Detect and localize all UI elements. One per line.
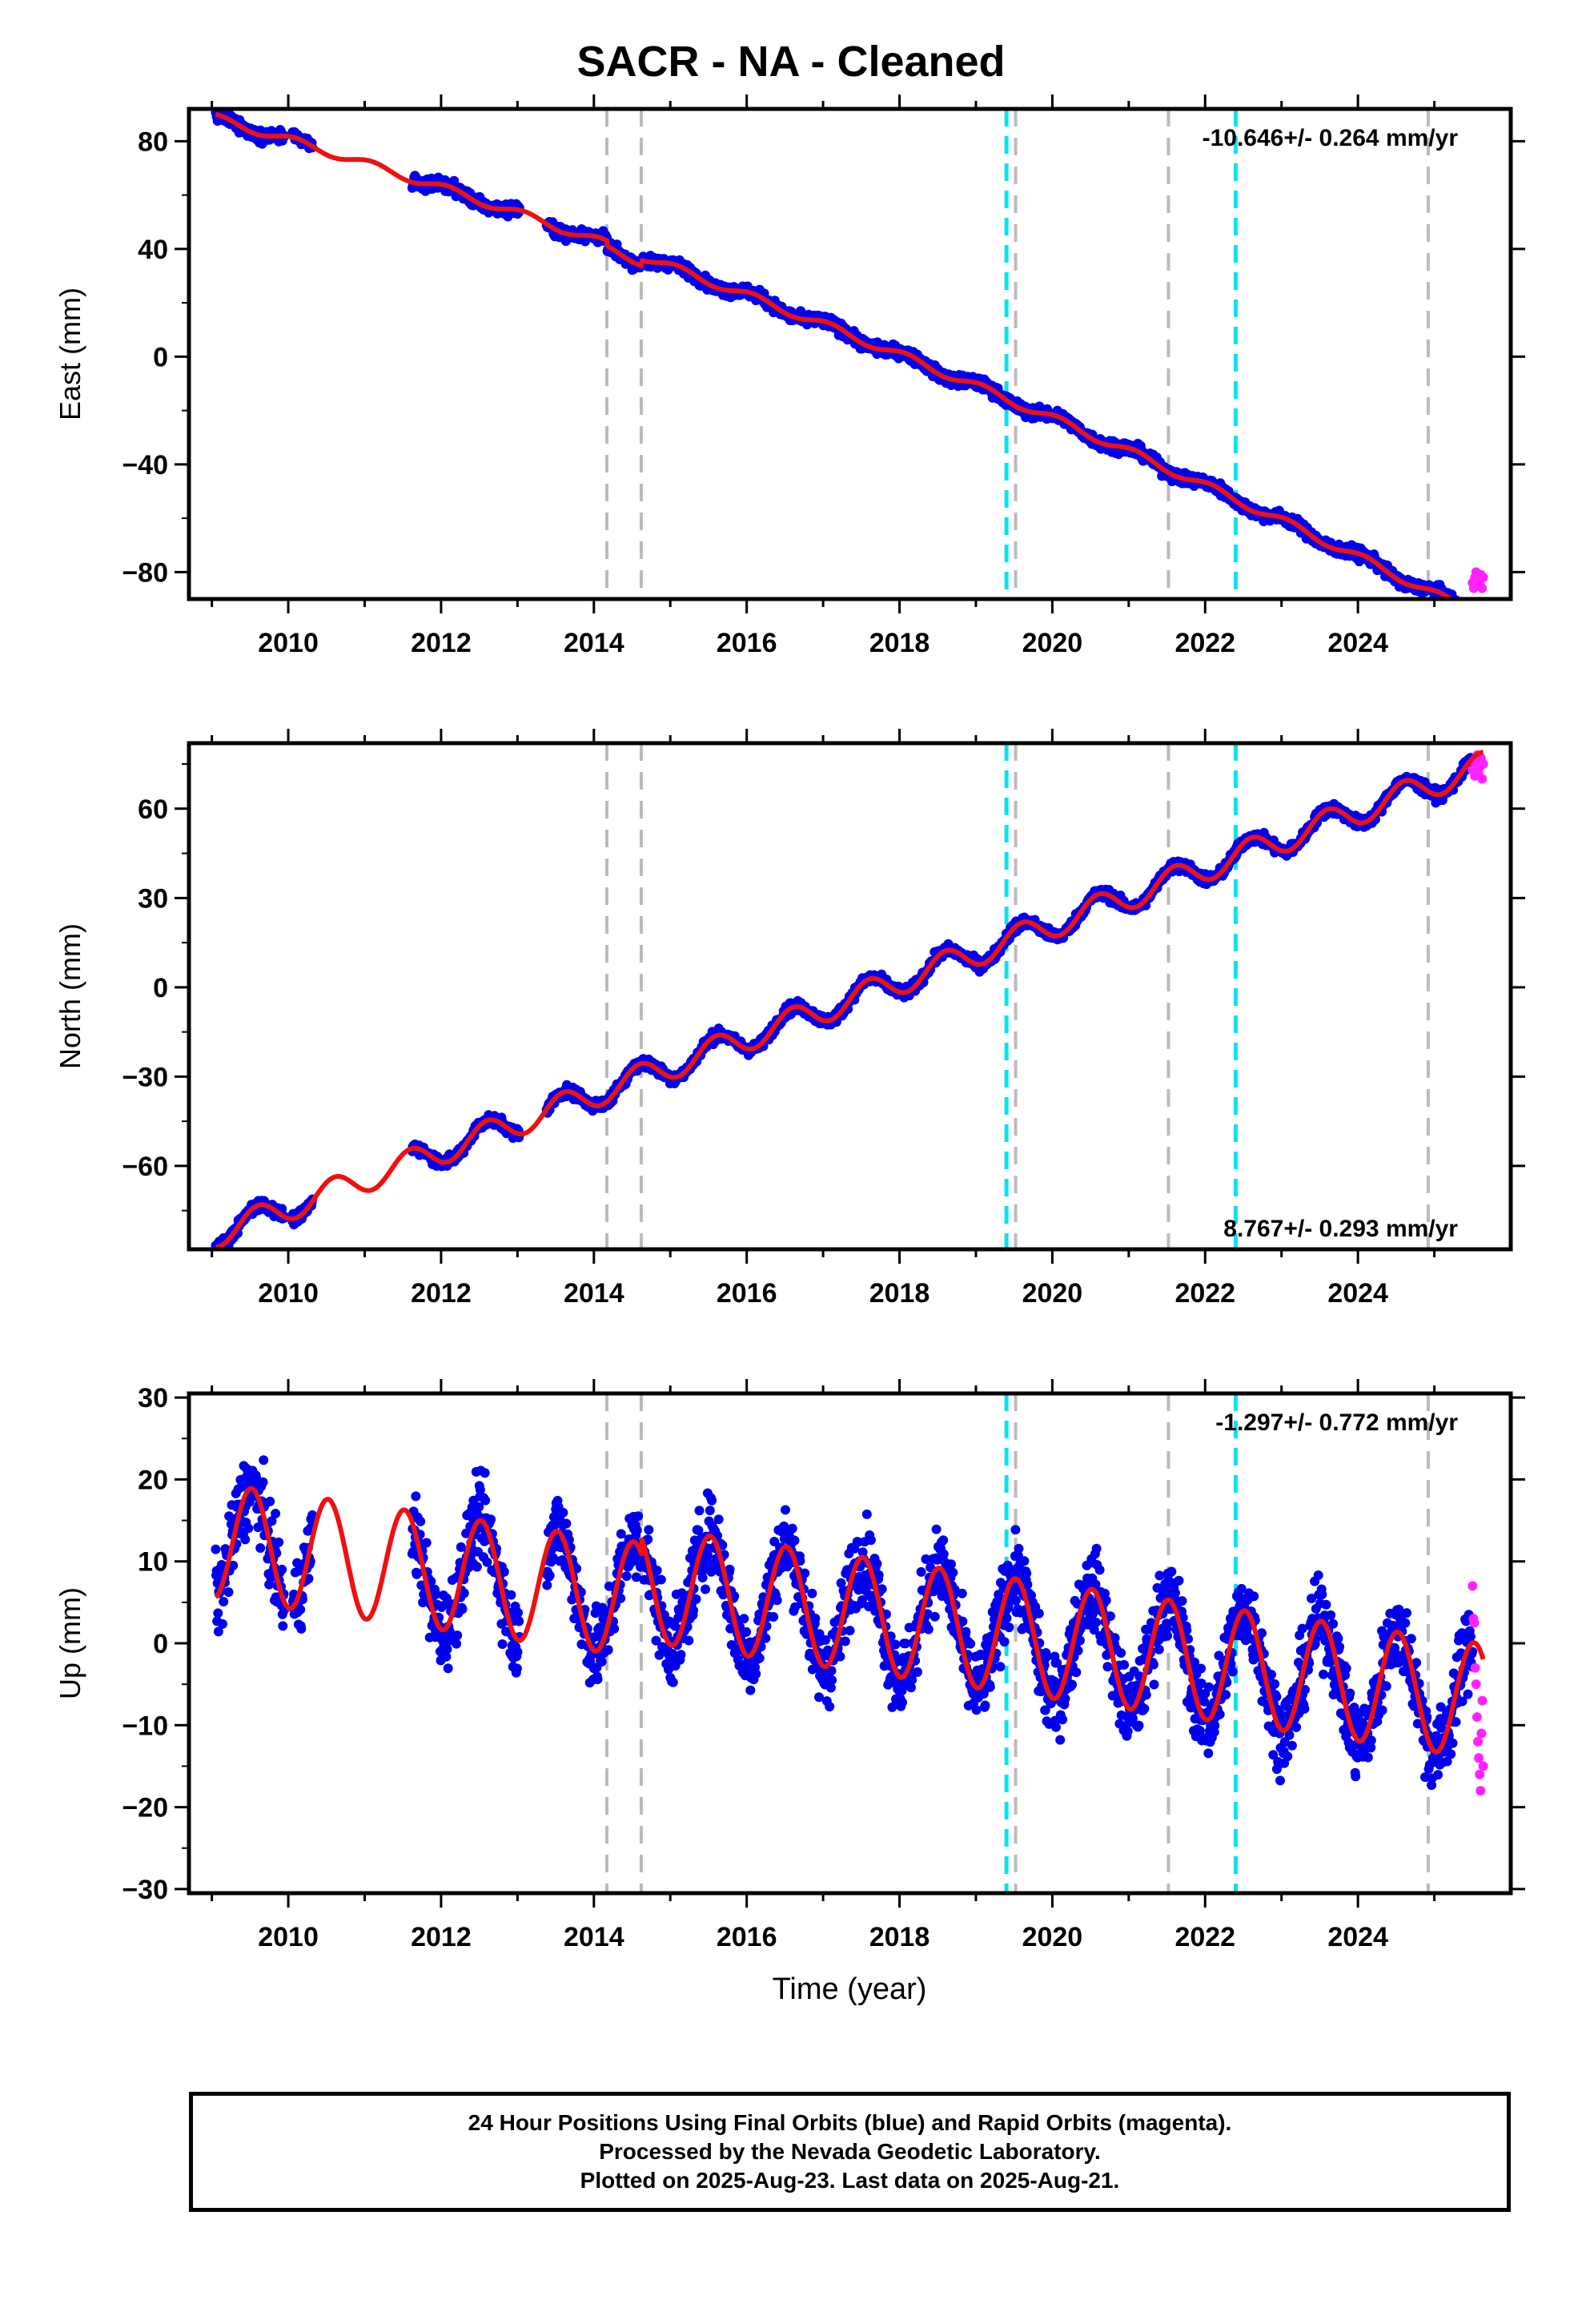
x-tick-label: 2014 [564, 628, 624, 658]
final-orbit-point [1468, 607, 1477, 617]
final-orbit-point [1467, 613, 1476, 622]
final-orbit-point [1458, 602, 1468, 612]
rapid-orbit-point [1477, 774, 1488, 784]
final-orbit-point [1456, 601, 1465, 611]
y-tick-label: 40 [138, 235, 168, 265]
y-axis-label-east: East (mm) [54, 287, 86, 420]
plot-area-east [211, 109, 1488, 624]
final-orbit-point [1459, 608, 1468, 617]
final-orbit-point [1459, 602, 1468, 612]
x-tick-label: 2010 [258, 628, 319, 658]
final-orbit-point [1458, 601, 1468, 611]
model-curve-north [214, 750, 1485, 1249]
final-orbit-point [1464, 611, 1474, 621]
final-orbit-point [1460, 609, 1470, 619]
final-orbit-point [1461, 604, 1471, 613]
final-orbit-point [1452, 601, 1462, 611]
rate-annotation-east: -10.646+/- 0.264 mm/yr [1203, 125, 1459, 151]
x-tick-label: 2016 [717, 628, 777, 658]
final-orbit-point [1456, 603, 1465, 613]
y-tick-label: 0 [153, 342, 168, 372]
panel-frame-east [187, 107, 1513, 601]
x-tick-label: 2020 [1022, 628, 1083, 658]
final-orbit-point [1457, 603, 1467, 613]
final-orbit-point [1449, 601, 1459, 610]
final-orbit-point [1452, 605, 1462, 614]
final-orbit-point [1466, 613, 1476, 623]
final-orbit-point [1464, 614, 1474, 624]
y-tick-label: 80 [138, 127, 168, 157]
x-tick-label: 2024 [1327, 628, 1388, 658]
panel-east: 80 40 0 −40 −80 2010 2012 2014 2016 2018 2020 2022 2… [54, 94, 1525, 658]
rapid-orbit-point [1478, 759, 1488, 769]
final-orbit-point [1465, 614, 1475, 624]
x-tick-label: 2022 [1174, 628, 1235, 658]
rapid-orbit-point [1477, 583, 1488, 593]
y-tick-label: −80 [122, 557, 168, 588]
final-orbit-point [1460, 605, 1470, 614]
final-orbit-point [1456, 601, 1466, 610]
final-orbit-point [1463, 611, 1472, 621]
final-orbit-point [1464, 606, 1473, 616]
final-orbit-point [1462, 610, 1472, 620]
x-tick-label: 2012 [411, 628, 472, 658]
final-orbit-point [1462, 610, 1472, 620]
y-tick-label: 60 [138, 794, 168, 825]
final-orbit-point [1454, 601, 1464, 611]
final-orbit-point [1460, 601, 1469, 611]
x-tick-label: 2018 [869, 628, 930, 658]
final-orbit-point [1467, 611, 1476, 621]
y-tick-label: 30 [138, 883, 168, 914]
final-orbit-point [1456, 603, 1466, 613]
final-orbit-point [1465, 612, 1475, 621]
final-orbit-point [1464, 607, 1473, 617]
final-orbit-point [1461, 601, 1471, 611]
final-orbit-point [1455, 601, 1464, 610]
final-orbit-point [1455, 606, 1464, 616]
plot-area-north [211, 743, 1488, 1249]
y-tick-label: −40 [122, 450, 168, 480]
final-orbit-point [1468, 610, 1477, 620]
rapid-orbit-point [1478, 573, 1488, 583]
model-curve-east [214, 111, 1456, 599]
